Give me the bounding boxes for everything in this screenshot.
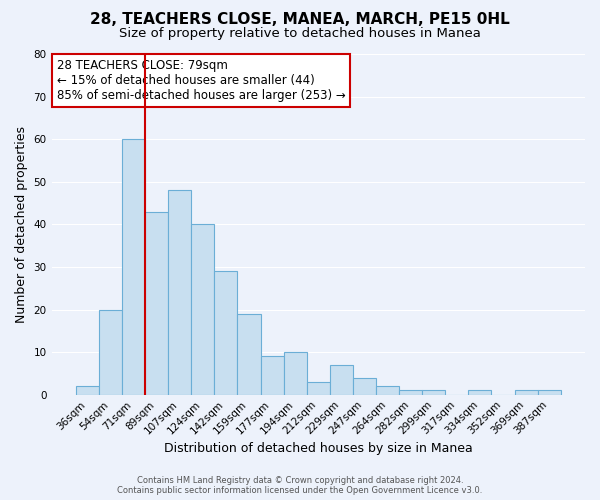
Text: 28, TEACHERS CLOSE, MANEA, MARCH, PE15 0HL: 28, TEACHERS CLOSE, MANEA, MARCH, PE15 0… xyxy=(90,12,510,28)
Bar xyxy=(214,271,238,394)
Bar xyxy=(353,378,376,394)
Bar xyxy=(145,212,168,394)
Bar xyxy=(376,386,399,394)
Text: 28 TEACHERS CLOSE: 79sqm
← 15% of detached houses are smaller (44)
85% of semi-d: 28 TEACHERS CLOSE: 79sqm ← 15% of detach… xyxy=(57,59,346,102)
X-axis label: Distribution of detached houses by size in Manea: Distribution of detached houses by size … xyxy=(164,442,473,455)
Bar xyxy=(538,390,561,394)
Bar xyxy=(515,390,538,394)
Bar xyxy=(307,382,330,394)
Bar xyxy=(469,390,491,394)
Bar xyxy=(284,352,307,395)
Bar xyxy=(122,139,145,394)
Bar xyxy=(238,314,260,394)
Bar xyxy=(260,356,284,395)
Text: Size of property relative to detached houses in Manea: Size of property relative to detached ho… xyxy=(119,28,481,40)
Bar xyxy=(168,190,191,394)
Bar xyxy=(399,390,422,394)
Text: Contains HM Land Registry data © Crown copyright and database right 2024.
Contai: Contains HM Land Registry data © Crown c… xyxy=(118,476,482,495)
Bar xyxy=(76,386,99,394)
Bar xyxy=(99,310,122,394)
Y-axis label: Number of detached properties: Number of detached properties xyxy=(15,126,28,323)
Bar xyxy=(191,224,214,394)
Bar xyxy=(422,390,445,394)
Bar xyxy=(330,365,353,394)
